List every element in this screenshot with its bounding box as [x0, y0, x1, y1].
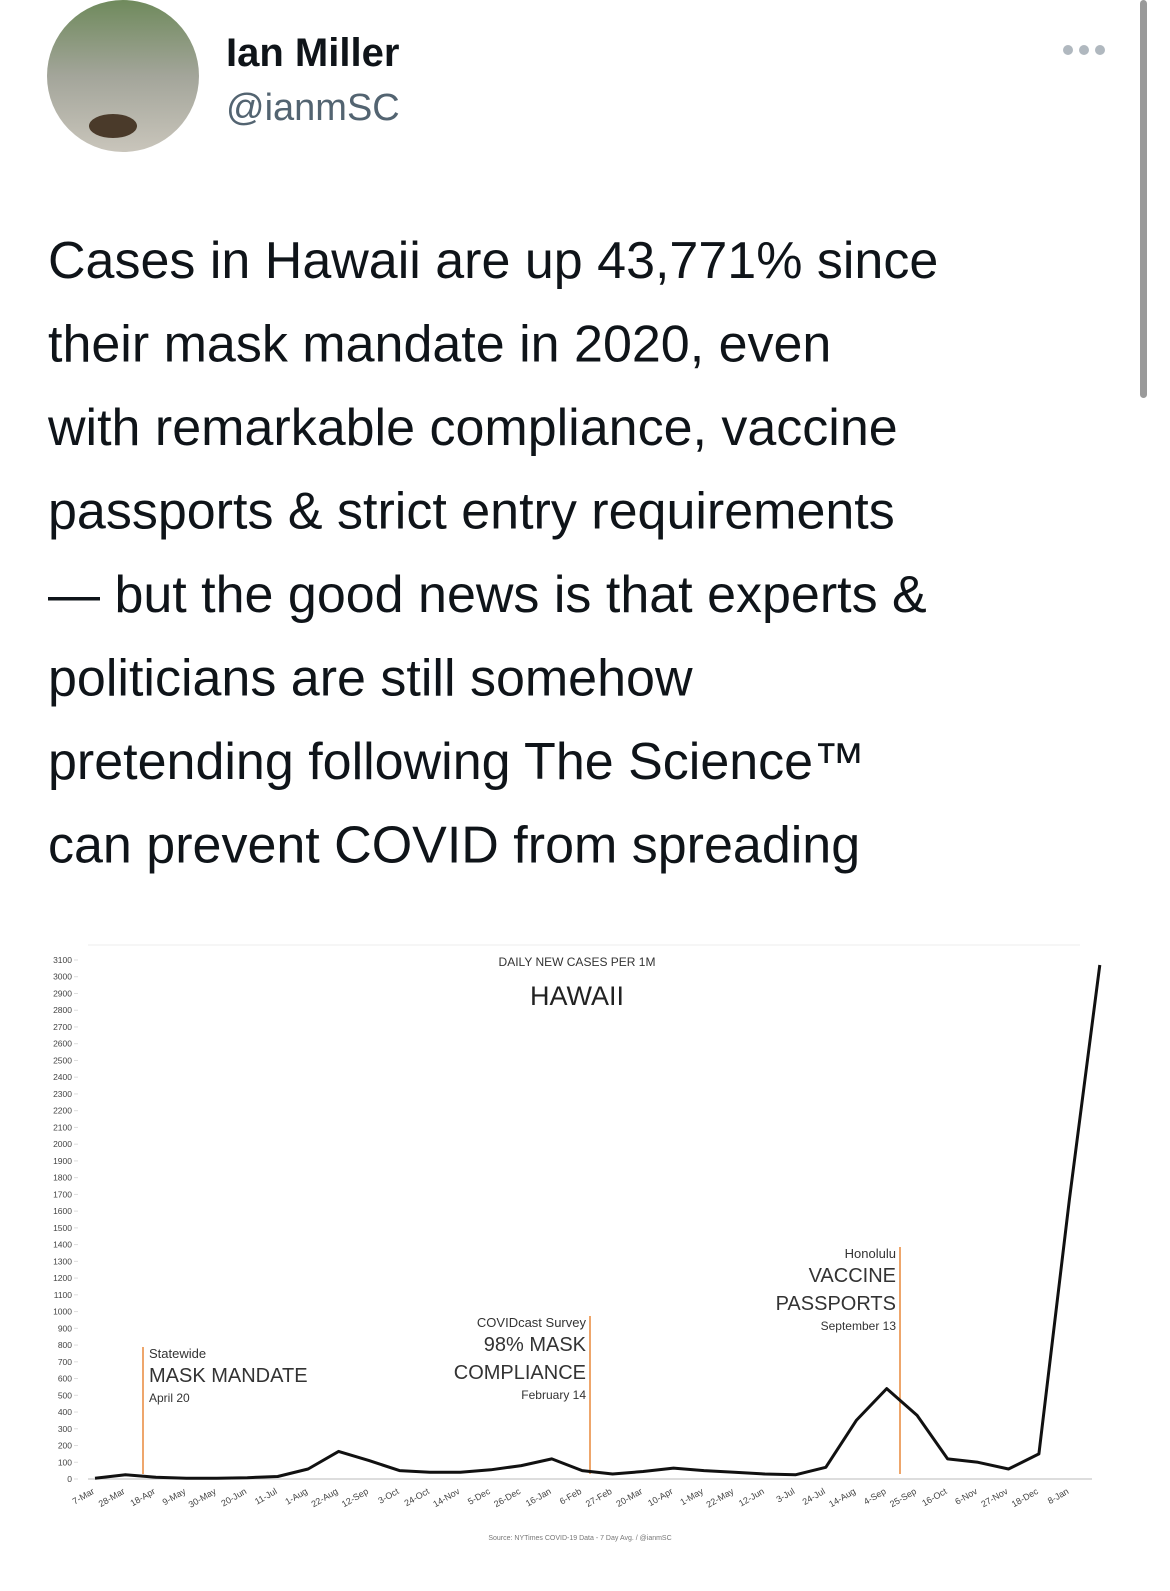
annotation-text: VACCINE	[809, 1265, 896, 1287]
y-tick-label: 1800	[53, 1173, 72, 1183]
y-tick-label: 2700	[53, 1022, 72, 1032]
x-tick-label: 14-Aug	[827, 1486, 857, 1509]
x-tick-label: 12-Sep	[340, 1486, 370, 1509]
x-tick-label: 25-Sep	[888, 1486, 918, 1509]
y-tick-label: 700	[58, 1357, 72, 1367]
y-tick-label: 1200	[53, 1273, 72, 1283]
x-tick-label: 12-Jun	[737, 1486, 766, 1508]
tweet-text: Cases in Hawaii are up 43,771% since thei…	[47, 232, 938, 875]
x-tick-label: 20-Mar	[614, 1486, 644, 1509]
x-tick-label: 18-Apr	[129, 1486, 157, 1508]
avatar[interactable]	[47, 0, 199, 152]
x-tick-label: 6-Feb	[558, 1486, 583, 1506]
scrollbar	[1140, 0, 1147, 398]
annotation-text: COMPLIANCE	[454, 1362, 586, 1384]
y-tick-label: 2800	[53, 1005, 72, 1015]
annotation-text: 98% MASK	[484, 1334, 587, 1356]
y-tick-label: 2200	[53, 1106, 72, 1116]
y-tick-label: 2500	[53, 1055, 72, 1065]
y-tick-label: 1900	[53, 1156, 72, 1166]
y-tick-label: 900	[58, 1323, 72, 1333]
y-tick-label: 1300	[53, 1256, 72, 1266]
x-tick-label: 22-Aug	[309, 1486, 339, 1509]
y-tick-label: 3100	[53, 955, 72, 965]
data-line	[94, 964, 1102, 1480]
y-tick-label: 2600	[53, 1039, 72, 1049]
y-tick-label: 600	[58, 1374, 72, 1384]
tweet-text-line: with remarkable compliance, vaccine	[47, 399, 898, 457]
annotation-text: MASK MANDATE	[149, 1365, 308, 1387]
x-tick-label: 7-Mar	[71, 1486, 96, 1506]
x-tick-label: 18-Dec	[1010, 1486, 1041, 1509]
y-tick-label: 3000	[53, 972, 72, 982]
x-tick-label: 16-Oct	[920, 1486, 949, 1508]
x-tick-label: 27-Feb	[584, 1486, 614, 1509]
chart-title: HAWAII	[530, 981, 624, 1011]
y-tick-label: 1700	[53, 1189, 72, 1199]
annotation-date: September 13	[821, 1319, 897, 1333]
y-tick-label: 2100	[53, 1122, 72, 1132]
y-tick-label: 2900	[53, 988, 72, 998]
x-tick-label: 6-Nov	[953, 1486, 979, 1507]
annotation-date: February 14	[521, 1388, 586, 1402]
x-tick-label: 24-Jul	[801, 1486, 827, 1507]
x-tick-label: 20-Jun	[219, 1486, 248, 1508]
y-tick-label: 2300	[53, 1089, 72, 1099]
y-tick-label: 1100	[54, 1290, 73, 1300]
tweet-text-line: passports & strict entry requirements	[48, 483, 895, 541]
x-tick-label: 10-Apr	[646, 1486, 674, 1508]
x-tick-label: 4-Sep	[862, 1486, 888, 1507]
y-tick-label: 800	[58, 1340, 72, 1350]
tweet-text-line: pretending following The Science™	[48, 733, 865, 791]
x-tick-label: 11-Jul	[253, 1486, 279, 1507]
tweet-text-line: politicians are still somehow	[48, 650, 693, 708]
annotation-date: April 20	[149, 1391, 190, 1405]
tweet-text-line: can prevent COVID from spreading	[48, 817, 860, 875]
x-tick-label: 1-Aug	[283, 1486, 309, 1507]
x-tick-label: 1-May	[678, 1486, 705, 1507]
tweet-text-line: — but the good news is that experts &	[48, 566, 927, 624]
x-tick-label: 5-Dec	[466, 1486, 492, 1507]
annotation-top: Statewide	[149, 1346, 206, 1361]
y-tick-label: 1600	[53, 1206, 72, 1216]
x-tick-label: 28-Mar	[97, 1486, 127, 1509]
annotation-top: Honolulu	[845, 1246, 896, 1261]
x-tick-label: 30-May	[187, 1486, 218, 1510]
y-tick-label: 1400	[53, 1240, 72, 1250]
chart-source: Source: NYTimes COVID-19 Data - 7 Day Av…	[488, 1535, 671, 1542]
avatar-bear	[89, 114, 137, 138]
x-tick-label: 26-Dec	[492, 1486, 523, 1509]
y-tick-label: 2400	[53, 1072, 72, 1082]
y-tick-label: 400	[58, 1407, 72, 1417]
y-tick-label: 1500	[53, 1223, 72, 1233]
x-tick-label: 24-Oct	[403, 1486, 432, 1508]
x-tick-label: 14-Nov	[431, 1486, 462, 1509]
y-tick-label: 0	[67, 1474, 72, 1484]
y-tick-label: 200	[58, 1441, 72, 1451]
x-tick-label: 9-May	[161, 1486, 188, 1507]
author-handle[interactable]: @ianmSC	[226, 87, 400, 129]
x-tick-label: 3-Jul	[774, 1486, 796, 1504]
x-tick-label: 16-Jan	[524, 1486, 553, 1508]
x-tick-label: 27-Nov	[979, 1486, 1010, 1509]
y-tick-label: 100	[58, 1457, 72, 1467]
author-name[interactable]: Ian Miller	[226, 31, 399, 75]
chart-subtitle: DAILY NEW CASES PER 1M	[499, 955, 656, 969]
more-menu[interactable]	[1063, 45, 1105, 55]
y-tick-label: 300	[58, 1424, 72, 1434]
annotation-top: COVIDcast Survey	[477, 1315, 587, 1330]
y-tick-label: 500	[58, 1390, 72, 1400]
x-tick-label: 8-Jan	[1046, 1486, 1070, 1506]
tweet-text-line: their mask mandate in 2020, even	[48, 316, 831, 374]
tweet-text-line: Cases in Hawaii are up 43,771% since	[48, 232, 938, 290]
annotation-text: PASSPORTS	[776, 1293, 896, 1315]
chart: DAILY NEW CASES PER 1M HAWAII Source: NY…	[53, 944, 1102, 1542]
x-tick-label: 22-May	[704, 1486, 735, 1510]
y-tick-label: 1000	[53, 1307, 72, 1317]
y-tick-label: 2000	[53, 1139, 72, 1149]
x-tick-label: 3-Oct	[376, 1486, 400, 1506]
